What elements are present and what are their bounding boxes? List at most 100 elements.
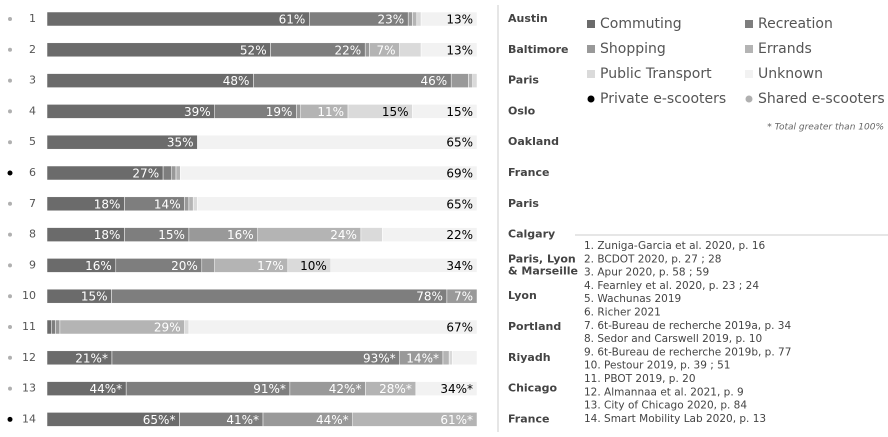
legend-label: Errands bbox=[758, 41, 812, 57]
bar-segment bbox=[364, 42, 370, 58]
bar-segment bbox=[296, 104, 301, 119]
reference: 5. Wachunas 2019 bbox=[584, 293, 681, 305]
legend-swatch bbox=[745, 45, 753, 53]
value-label: 78% bbox=[416, 290, 443, 304]
value-label: 29% bbox=[154, 321, 181, 335]
value-label: 11% bbox=[317, 105, 344, 119]
value-label: 65% bbox=[446, 197, 473, 211]
legend-label: Unknown bbox=[758, 66, 823, 82]
row-marker bbox=[8, 294, 12, 299]
legend-swatch bbox=[745, 70, 753, 78]
value-label: 22% bbox=[446, 228, 473, 242]
row-number: 7 bbox=[29, 197, 36, 210]
bar-segment bbox=[452, 350, 478, 366]
value-label: 69% bbox=[446, 167, 473, 181]
value-label: 65%* bbox=[143, 413, 176, 427]
bar-segment bbox=[188, 196, 194, 212]
row-marker bbox=[7, 416, 13, 422]
value-label: 61%* bbox=[440, 413, 473, 427]
value-label: 48% bbox=[223, 74, 250, 88]
value-label: 18% bbox=[94, 197, 121, 211]
value-label: 13% bbox=[446, 13, 473, 27]
row-number: 3 bbox=[29, 74, 36, 87]
value-label: 93%* bbox=[363, 351, 396, 365]
bar-segment bbox=[352, 412, 478, 427]
value-label: 22% bbox=[335, 43, 362, 57]
value-label: 61% bbox=[279, 13, 306, 27]
city-label: Calgary bbox=[508, 228, 555, 241]
value-label: 27% bbox=[132, 167, 159, 181]
value-label: 24% bbox=[330, 228, 357, 242]
bar-segment bbox=[184, 196, 190, 212]
bar-segment bbox=[412, 11, 418, 27]
value-label: 65% bbox=[446, 136, 473, 150]
row-number: 10 bbox=[22, 289, 36, 302]
reference: 4. Fearnley et al. 2020, p. 23 ; 24 bbox=[584, 280, 759, 292]
value-label: 67% bbox=[446, 321, 473, 335]
bar-segment bbox=[197, 134, 478, 150]
value-label: 15% bbox=[446, 105, 473, 119]
legend-label: Shopping bbox=[600, 41, 666, 57]
legend-swatch bbox=[587, 45, 595, 53]
value-label: 21%* bbox=[75, 351, 108, 365]
bar-segment bbox=[446, 288, 478, 304]
legend-label: Commuting bbox=[600, 16, 682, 32]
city-label: Paris bbox=[508, 197, 539, 210]
value-label: 52% bbox=[240, 43, 267, 57]
legend-label: Private e-scooters bbox=[600, 91, 726, 107]
city-label: Riyadh bbox=[508, 351, 551, 364]
city-label: Lyon bbox=[508, 289, 537, 302]
bar-segment bbox=[188, 319, 478, 335]
value-label: 35% bbox=[167, 136, 194, 150]
bar-segment bbox=[184, 319, 190, 335]
city-label: Portland bbox=[508, 320, 561, 333]
row-marker bbox=[8, 386, 12, 391]
bar-segment bbox=[51, 319, 56, 335]
bar-segment bbox=[192, 196, 198, 212]
bar-segment bbox=[407, 11, 413, 27]
bar-segment bbox=[46, 319, 52, 335]
value-label: 34% bbox=[446, 259, 473, 273]
reference: 14. Smart Mobility Lab 2020, p. 13 bbox=[584, 413, 766, 425]
value-label: 16% bbox=[227, 228, 254, 242]
city-label: Baltimore bbox=[508, 43, 569, 56]
bar-segment bbox=[415, 381, 478, 396]
value-label: 7% bbox=[377, 43, 396, 57]
reference: 2. BCDOT 2020, p. 27 ; 28 bbox=[584, 253, 721, 265]
value-label: 41%* bbox=[226, 413, 259, 427]
city-label: France bbox=[508, 166, 549, 179]
legend-swatch bbox=[587, 70, 595, 78]
row-number: 13 bbox=[22, 382, 36, 395]
row-marker bbox=[8, 47, 12, 52]
bar-segment bbox=[175, 165, 181, 181]
row-marker bbox=[8, 109, 12, 114]
value-label: 15% bbox=[158, 228, 185, 242]
value-label: 15% bbox=[382, 105, 409, 119]
legend-marker bbox=[587, 95, 595, 103]
bar-segment bbox=[197, 196, 478, 212]
bar-segment bbox=[111, 288, 448, 304]
row-marker bbox=[8, 201, 12, 206]
city-label: Chicago bbox=[508, 382, 557, 395]
reference: 7. 6t-Bureau de recherche 2019a, p. 34 bbox=[584, 320, 791, 332]
bar-segment bbox=[416, 11, 422, 27]
value-label: 39% bbox=[184, 105, 211, 119]
reference: 3. Apur 2020, p. 58 ; 59 bbox=[584, 267, 709, 279]
value-label: 14% bbox=[154, 197, 181, 211]
row-number: 14 bbox=[22, 412, 36, 425]
reference: 1. Zuniga-Garcia et al. 2020, p. 16 bbox=[584, 240, 766, 252]
city-label: Oakland bbox=[508, 135, 559, 148]
reference: 9. 6t-Bureau de recherche 2019b, p. 77 bbox=[584, 346, 791, 358]
value-label: 15% bbox=[81, 290, 108, 304]
value-label: 42%* bbox=[329, 382, 362, 396]
bar-segment bbox=[111, 350, 400, 366]
row-number: 8 bbox=[29, 228, 36, 241]
row-marker bbox=[8, 263, 12, 268]
bar-segment bbox=[472, 73, 478, 88]
reference: 10. Pestour 2019, p. 39 ; 51 bbox=[584, 360, 730, 372]
legend-marker bbox=[745, 95, 753, 103]
row-number: 4 bbox=[29, 104, 36, 117]
bar-segment bbox=[420, 42, 478, 58]
row-marker bbox=[8, 355, 12, 360]
